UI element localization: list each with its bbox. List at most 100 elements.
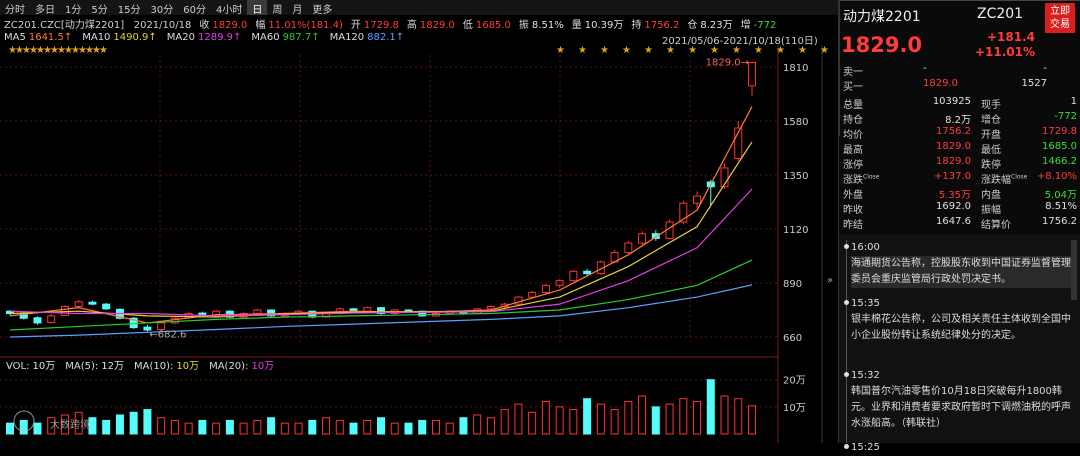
quote-row: 昨收 1692.0 振幅 8.51%	[843, 201, 1077, 216]
button-text: 立即	[1050, 6, 1070, 17]
low-label: ←682.6	[149, 330, 186, 341]
quote-label: 内盘	[981, 190, 1001, 201]
volume-bar	[225, 419, 234, 435]
quote-sup: Close	[1011, 173, 1028, 181]
news-time: 16:00	[851, 242, 880, 253]
candle-body	[748, 62, 756, 87]
period-tab[interactable]: 4小时	[215, 5, 243, 16]
candle-body	[486, 305, 495, 310]
period-tab[interactable]: 日	[247, 0, 268, 16]
quote-label: 跌停	[981, 160, 1001, 171]
quote-label: 最高	[843, 145, 863, 156]
field-label: 低	[462, 20, 473, 31]
quote-label: 涨跌幅Close	[981, 173, 1028, 186]
period-tab[interactable]: 更多	[312, 5, 333, 16]
volume-bar	[377, 417, 385, 435]
star: ★	[798, 45, 807, 56]
period-tabs: 分时 多日 1分 5分 15分 30分 60分 4小时日周月更多	[0, 0, 838, 16]
star: ★	[556, 45, 565, 56]
volume-bar	[404, 422, 413, 435]
scrollbar[interactable]	[1071, 240, 1077, 300]
candle-body	[569, 270, 578, 282]
candle-body	[267, 309, 276, 317]
price-tick-label: 1350	[783, 171, 808, 182]
period-tab[interactable]: 周	[272, 5, 283, 16]
star: ★	[36, 45, 45, 56]
quote-value: 1	[1070, 96, 1077, 107]
period-tab[interactable]: 15分	[117, 5, 141, 16]
period-tab[interactable]: 5分	[91, 5, 108, 16]
star: ★	[754, 45, 763, 56]
period-tab[interactable]: 多日	[35, 5, 55, 16]
period-tab[interactable]: 月	[292, 5, 303, 16]
volume-bar	[665, 403, 674, 435]
star: ★	[43, 45, 52, 56]
quote-label: 昨收	[843, 205, 863, 216]
ma-value: 987.7↑	[282, 32, 320, 43]
quote-label: 结算价	[981, 220, 1011, 231]
quote-value: 103925	[932, 96, 971, 107]
ma-name: MA5	[4, 32, 26, 43]
quote-row: 总量 103925 现手 1	[843, 96, 1077, 111]
volume-bar	[19, 419, 28, 435]
field-value: 8.51%	[531, 20, 564, 31]
price-tick-label: 1580	[783, 117, 808, 128]
volume-bar	[102, 419, 111, 435]
candle-body	[363, 307, 372, 312]
quote-label: 昨结	[843, 220, 863, 231]
quote-value: 1756.2	[936, 126, 971, 137]
book-vol: 1527	[1021, 78, 1047, 89]
star: ★	[78, 45, 87, 56]
news-dot	[844, 372, 849, 377]
quote-label: 持仓	[843, 115, 863, 126]
volume-bar	[748, 405, 756, 435]
star: ★	[732, 45, 741, 56]
quote-row: 涨跌Close +137.0 涨跌幅Close +8.10%	[843, 171, 1077, 186]
star: ★	[15, 45, 24, 56]
field-value: 1729.8	[363, 20, 399, 31]
volume-bar	[638, 395, 647, 435]
field-value: 1685.0	[475, 20, 511, 31]
news-dot	[844, 244, 849, 249]
candle-body	[638, 233, 647, 244]
star: ★	[99, 45, 108, 56]
period-tab[interactable]: 60分	[183, 5, 206, 16]
code: ZC201.CZC[动力煤2201]	[4, 20, 125, 31]
quote-value: 5.35万	[938, 190, 971, 201]
volume-bar	[239, 422, 248, 435]
quote-value: 1829.0	[936, 156, 971, 167]
quote-label: 涨停	[843, 160, 863, 171]
change: +181.4	[986, 30, 1035, 44]
price-tick-label: 660	[783, 333, 802, 344]
volume-bar	[720, 395, 729, 435]
volume-bar	[157, 417, 166, 435]
star: ★	[85, 45, 94, 56]
quote-value: 1685.0	[1042, 141, 1077, 152]
star: ★	[92, 45, 101, 56]
news-time: 15:25	[851, 442, 880, 453]
vol-tick-label: 10万	[783, 403, 806, 414]
field-value: -772	[753, 20, 777, 31]
star: ★	[578, 45, 587, 56]
field-label: 持	[631, 20, 642, 31]
volume-bar	[47, 417, 56, 435]
news-text: 银丰棉花公告称，公司及相关责任主体收到全国中小企业股份转让系统纪律处分的决定。	[851, 314, 1071, 341]
field-value: 1829.0	[419, 20, 455, 31]
chart-bg	[0, 45, 838, 443]
volume-bar	[541, 400, 550, 435]
ma-name: MA20	[166, 32, 195, 43]
candle-body	[528, 291, 537, 298]
field-value: 1756.2	[644, 20, 680, 31]
volume-bar	[583, 398, 592, 435]
candle-body	[88, 301, 97, 305]
candle-body	[253, 309, 262, 315]
volume-bar	[170, 419, 179, 435]
volume-bar	[514, 403, 523, 435]
period-tab[interactable]: 分时	[5, 5, 25, 16]
timeline	[846, 240, 847, 443]
period-tab[interactable]: 30分	[150, 5, 174, 16]
period-tab[interactable]: 1分	[65, 5, 82, 16]
star: ★	[64, 45, 73, 56]
trade-button[interactable]: 立即 交易	[1045, 3, 1075, 33]
